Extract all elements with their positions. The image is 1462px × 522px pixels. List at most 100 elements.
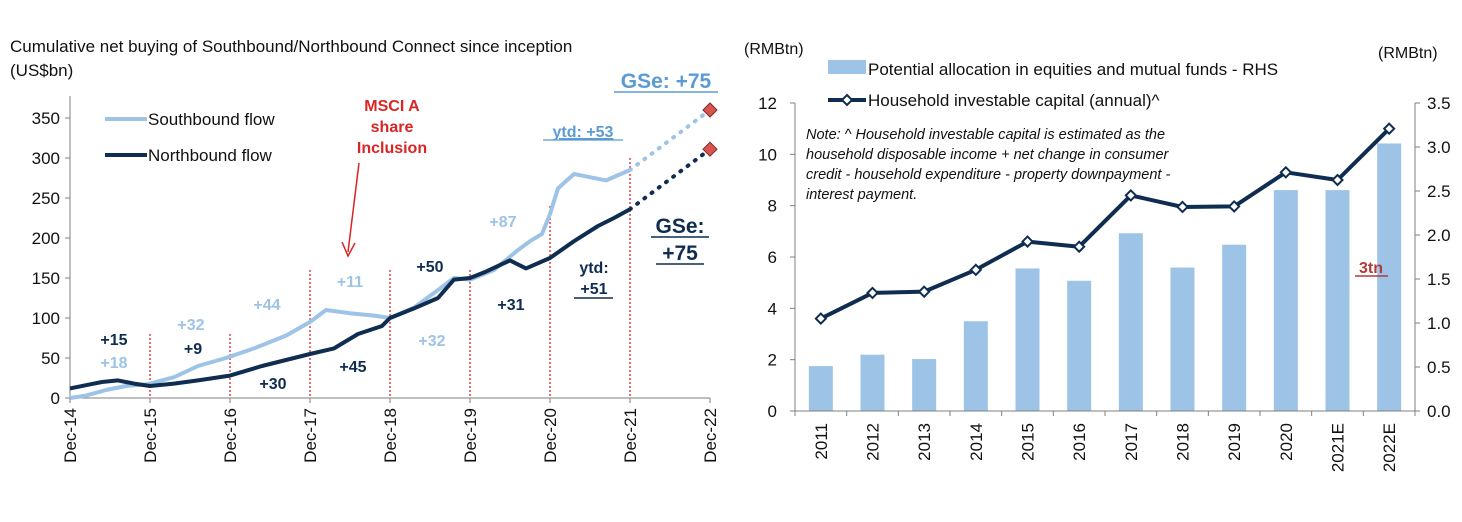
household-capital-point <box>1176 200 1189 214</box>
left-chart: Cumulative net buying of Southbound/Nort… <box>10 37 720 463</box>
left-legend: Southbound flow Northbound flow <box>105 110 275 165</box>
msci-arrow <box>347 162 360 253</box>
y-tick-label: 150 <box>32 269 60 288</box>
x-tick-label: Dec-15 <box>141 408 160 463</box>
household-capital-point <box>866 286 879 300</box>
household-capital-point <box>1021 235 1034 249</box>
legend-bar-swatch <box>828 60 866 74</box>
legend-line-label: Household investable capital (annual)^ <box>868 91 1160 110</box>
msci-label: Inclusion <box>357 140 427 157</box>
allocation-bar <box>860 354 885 411</box>
right-x-tick-label: 2022E <box>1380 423 1399 472</box>
right-bars <box>808 143 1402 412</box>
left-y-tick-label: 6 <box>768 248 777 267</box>
northbound-year-label: +15 <box>100 332 127 349</box>
left-chart-title: Cumulative net buying of Southbound/Nort… <box>10 37 572 56</box>
left-chart-unit: (US$bn) <box>10 61 73 80</box>
legend-line-marker <box>840 93 854 107</box>
right-y-tick-label: 1.0 <box>1427 314 1451 333</box>
northbound-flow-line <box>69 207 631 391</box>
x-tick-label: Dec-16 <box>221 408 240 463</box>
northbound-forecast-line <box>628 147 712 212</box>
right-x-tick-label: 2013 <box>915 423 934 461</box>
legend-bar-label: Potential allocation in equities and mut… <box>868 60 1278 79</box>
southbound-year-label: +11 <box>337 274 363 291</box>
x-tick-label: Dec-20 <box>541 408 560 463</box>
x-tick-label: Dec-22 <box>701 408 720 463</box>
right-axes: 0 2 4 6 8 10 12 0.0 0.5 1.0 1.5 2.0 2.5 3.0 3.5 2011 201… <box>758 94 1451 472</box>
y-tick-label: 250 <box>32 189 60 208</box>
southbound-year-label: +87 <box>489 214 516 231</box>
left-series <box>69 102 718 400</box>
right-y-tick-label: 2.0 <box>1427 226 1451 245</box>
msci-arrow-head <box>341 241 356 258</box>
northbound-year-label: +9 <box>184 341 202 358</box>
household-capital-point <box>1331 173 1344 187</box>
allocation-bar <box>963 321 988 411</box>
northbound-year-label: +45 <box>339 359 366 376</box>
right-left-unit: (RMBtn) <box>744 41 804 58</box>
allocation-bar <box>808 366 833 411</box>
right-y-tick-label: 1.5 <box>1427 270 1451 289</box>
southbound-year-label: +32 <box>418 333 445 350</box>
household-capital-point <box>969 263 983 277</box>
right-y-tick-label: 0.5 <box>1427 358 1451 377</box>
household-capital-point <box>917 285 931 299</box>
southbound-flow-line <box>69 168 631 400</box>
right-x-tick-label: 2018 <box>1174 423 1193 461</box>
southbound-year-label: +18 <box>100 355 127 372</box>
right-x-tick-label: 2020 <box>1277 423 1296 461</box>
left-annotations: +18 +32 +44 +11 +32 +87 +15 +9 +30 +45 +50 +31 MSCI … <box>100 70 718 393</box>
right-x-tick-label: 2016 <box>1070 423 1089 461</box>
note-line: credit - household expenditure - propert… <box>806 167 1170 183</box>
household-capital-point <box>1072 240 1086 254</box>
right-y-tick-label: 0.0 <box>1427 402 1451 421</box>
right-line <box>814 122 1396 326</box>
right-x-tick-label: 2012 <box>864 423 883 461</box>
right-x-tick-label: 2011 <box>812 423 831 460</box>
gse-northbound-label: GSe: <box>655 215 704 238</box>
northbound-forecast-marker <box>702 141 718 157</box>
right-y-tick-label: 3.5 <box>1427 94 1451 113</box>
northbound-year-label: +30 <box>259 376 286 393</box>
allocation-bar <box>1015 268 1040 411</box>
left-y-tick-label: 2 <box>768 351 777 370</box>
left-y-tick-label: 10 <box>758 145 777 164</box>
right-y-tick-label: 2.5 <box>1427 182 1451 201</box>
right-chart: (RMBtn) (RMBtn) 0 2 4 6 8 10 12 0.0 0.5 1.0 1.5 2.0… <box>744 41 1451 472</box>
southbound-forecast-marker <box>702 102 718 118</box>
right-right-unit: (RMBtn) <box>1378 45 1438 62</box>
y-tick-label: 300 <box>32 149 60 168</box>
household-capital-point <box>814 312 828 326</box>
gse-southbound-label: GSe: +75 <box>621 70 712 93</box>
x-tick-label: Dec-17 <box>301 408 320 463</box>
x-tick-label: Dec-19 <box>461 408 480 463</box>
household-capital-point <box>1227 200 1241 213</box>
y-tick-label: 0 <box>51 389 60 408</box>
right-x-tick-label: 2019 <box>1225 423 1244 461</box>
note-line: household disposable income + net change… <box>806 147 1170 163</box>
southbound-forecast-line <box>628 108 712 172</box>
legend-southbound-label: Southbound flow <box>148 110 275 129</box>
right-legend: Potential allocation in equities and mut… <box>828 60 1278 110</box>
allocation-bar <box>1118 233 1143 411</box>
msci-label: MSCI A <box>364 98 420 115</box>
gse-northbound-value: +75 <box>662 242 698 265</box>
note-line: Note: ^ Household investable capital is … <box>806 127 1165 143</box>
allocation-bar <box>1377 143 1402 412</box>
right-x-tick-label: 2021E <box>1329 423 1348 472</box>
southbound-year-label: +32 <box>177 317 204 334</box>
x-tick-label: Dec-14 <box>61 408 80 463</box>
southbound-year-label: +44 <box>253 297 280 314</box>
allocation-bar <box>1067 280 1092 411</box>
y-tick-label: 50 <box>41 349 60 368</box>
left-axes: 0 50 100 150 200 250 300 350 Dec-14 Dec-15 Dec-16 D… <box>32 96 720 463</box>
household-capital-line <box>819 127 1391 321</box>
allocation-bar <box>912 359 937 411</box>
right-x-tick-label: 2015 <box>1019 423 1038 461</box>
note-line: interest payment. <box>806 187 917 203</box>
ytd-northbound-label: ytd: <box>579 260 608 277</box>
household-capital-point <box>1124 188 1138 202</box>
ytd-southbound-label: ytd: +53 <box>553 124 614 141</box>
